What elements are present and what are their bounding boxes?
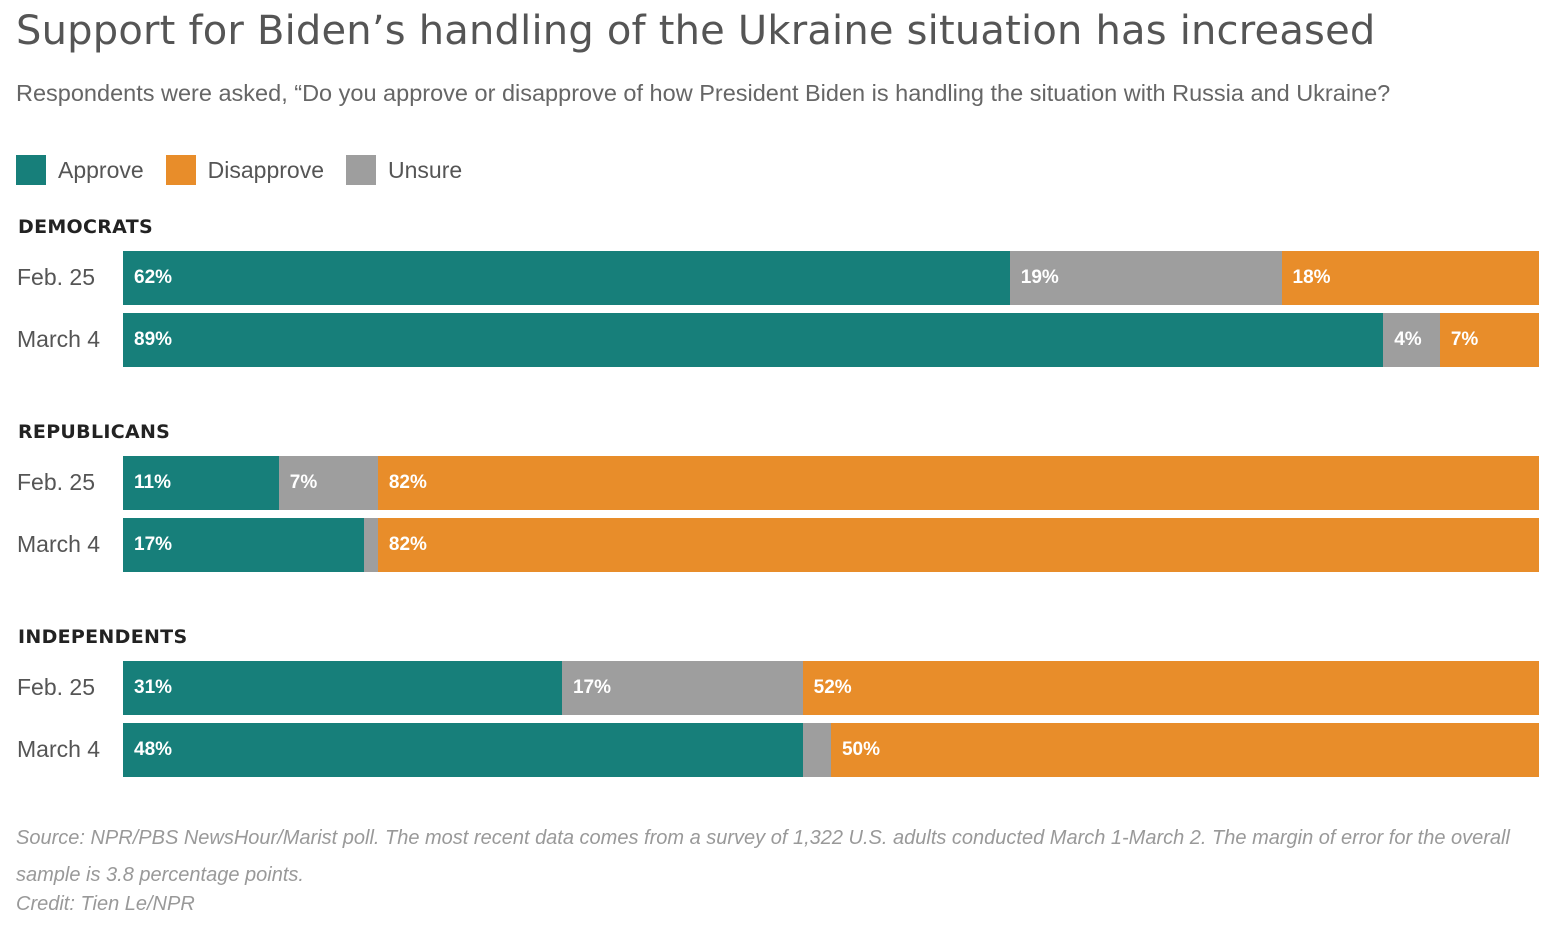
segment-disapprove: 18% xyxy=(1281,251,1539,305)
segment-approve: 11% xyxy=(123,456,279,510)
segment-disapprove: 52% xyxy=(802,661,1539,715)
legend: Approve Disapprove Unsure xyxy=(16,155,484,185)
bar-democrats-feb-25: 62% 19% 18% xyxy=(123,251,1539,305)
data-label-disapprove: 52% xyxy=(813,677,852,698)
legend-label-approve: Approve xyxy=(58,156,144,183)
data-label-disapprove: 82% xyxy=(388,534,427,555)
data-label-disapprove: 82% xyxy=(388,472,427,493)
data-label-approve: 17% xyxy=(134,534,173,555)
data-label-approve: 62% xyxy=(134,267,173,288)
data-label-approve: 31% xyxy=(134,677,173,698)
legend-swatch-unsure xyxy=(346,155,377,185)
legend-item-disapprove: Disapprove xyxy=(165,155,325,185)
legend-swatch-approve xyxy=(16,155,46,185)
row-label-democrats-march-4: March 4 xyxy=(17,326,101,352)
group-heading-democrats: DEMOCRATS xyxy=(18,216,153,238)
chart-subtitle: Respondents were asked, “Do you approve … xyxy=(16,80,1391,106)
segment-disapprove: 7% xyxy=(1439,313,1539,367)
segment-unsure: 7% xyxy=(278,456,378,510)
row-label-republicans-feb-25: Feb. 25 xyxy=(17,469,95,495)
bar-republicans-march-4: 17% 82% xyxy=(123,518,1539,572)
segment-approve: 89% xyxy=(123,313,1384,367)
group-heading-republicans: REPUBLICANS xyxy=(18,421,171,443)
row-label-independents-march-4: March 4 xyxy=(17,736,101,762)
bar-democrats-march-4: 89% 4% 7% xyxy=(123,313,1539,367)
segment-approve: 48% xyxy=(123,723,803,777)
data-label-approve: 48% xyxy=(134,739,173,760)
data-label-unsure: 19% xyxy=(1020,267,1059,288)
data-label-unsure: 17% xyxy=(572,677,611,698)
chart-title: Support for Biden’s handling of the Ukra… xyxy=(16,8,1376,54)
data-label-disapprove: 7% xyxy=(1450,329,1479,350)
segment-disapprove: 82% xyxy=(377,456,1539,510)
segment-unsure xyxy=(363,518,378,572)
row-label-democrats-feb-25: Feb. 25 xyxy=(17,264,95,290)
bar-independents-feb-25: 31% 17% 52% xyxy=(123,661,1539,715)
segment-disapprove: 50% xyxy=(830,723,1539,777)
segment-disapprove: 82% xyxy=(377,518,1539,572)
bar-independents-march-4: 48% 50% xyxy=(123,723,1539,777)
source-note: Source: NPR/PBS NewsHour/Marist poll. Th… xyxy=(16,827,1510,886)
legend-swatch-disapprove xyxy=(165,155,196,185)
segment-approve: 17% xyxy=(123,518,364,572)
data-label-approve: 89% xyxy=(134,329,173,350)
data-label-disapprove: 18% xyxy=(1292,267,1331,288)
segment-unsure xyxy=(802,723,831,777)
data-label-approve: 11% xyxy=(134,472,171,493)
segment-approve: 31% xyxy=(123,661,562,715)
row-label-independents-feb-25: Feb. 25 xyxy=(17,674,95,700)
row-label-republicans-march-4: March 4 xyxy=(17,531,101,557)
bar-republicans-feb-25: 11% 7% 82% xyxy=(123,456,1539,510)
data-label-disapprove: 50% xyxy=(841,739,881,760)
credit-note: Credit: Tien Le/NPR xyxy=(16,893,195,915)
legend-item-approve: Approve xyxy=(16,155,144,185)
segment-unsure: 4% xyxy=(1383,313,1440,367)
segment-unsure: 17% xyxy=(561,661,803,715)
segment-approve: 62% xyxy=(123,251,1010,305)
legend-item-unsure: Unsure xyxy=(346,155,462,185)
segment-unsure: 19% xyxy=(1009,251,1282,305)
group-heading-independents: INDEPENDENTS xyxy=(18,626,188,648)
legend-label-unsure: Unsure xyxy=(388,156,463,183)
data-label-unsure: 7% xyxy=(289,472,318,493)
legend-label-disapprove: Disapprove xyxy=(207,156,325,183)
data-label-unsure: 4% xyxy=(1394,329,1422,350)
